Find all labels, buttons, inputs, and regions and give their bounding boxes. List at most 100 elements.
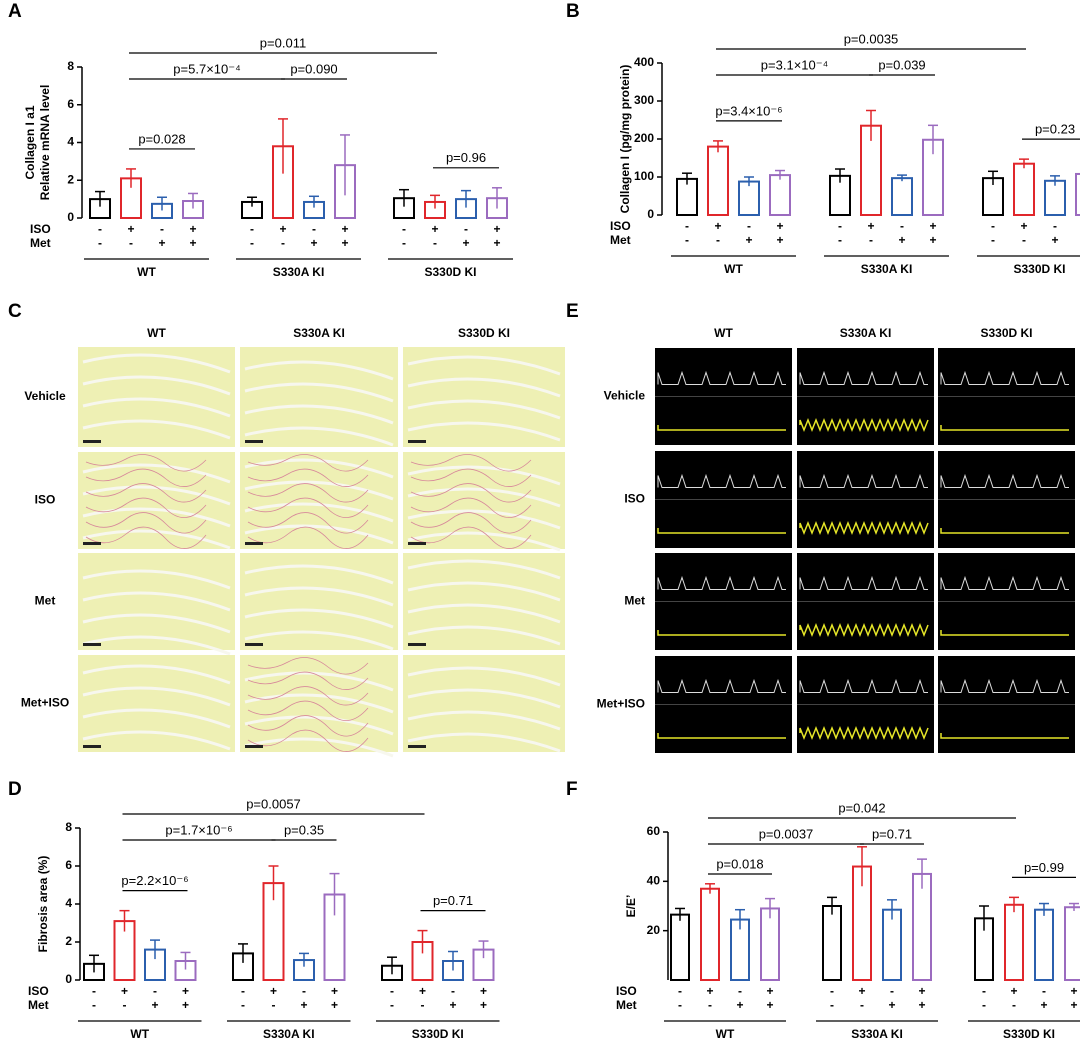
treatment-sign: - <box>390 984 394 998</box>
treatment-sign: + <box>341 222 348 236</box>
p-value: p=3.1×10⁻⁴ <box>761 57 828 72</box>
y-axis-label: Fibrosis area (%) <box>36 856 50 953</box>
treatment-sign: + <box>1070 998 1077 1012</box>
p-value: p=0.018 <box>716 856 763 871</box>
treatment-sign: + <box>341 236 348 250</box>
tissue-gap <box>244 737 394 758</box>
bar <box>1044 179 1066 217</box>
treatment-label: Met <box>30 236 51 250</box>
collagen-fibers <box>247 483 369 503</box>
tissue-gap <box>407 559 561 580</box>
treatment-sign: + <box>189 222 196 236</box>
treatment-sign: - <box>250 222 254 236</box>
collagen-fibers <box>410 483 532 503</box>
treatment-sign: + <box>1051 233 1058 247</box>
collagen-fibers <box>247 686 369 706</box>
treatment-sign: + <box>480 998 487 1012</box>
treatment-label: ISO <box>616 984 637 998</box>
column-header: S330A KI <box>293 326 345 340</box>
treatment-sign: + <box>714 219 721 233</box>
treatment-label: Met <box>610 233 631 247</box>
treatment-sign: - <box>1042 984 1046 998</box>
treatment-sign: - <box>685 233 689 247</box>
treatment-sign: - <box>685 219 689 233</box>
tissue-gap <box>407 603 561 624</box>
p-value: p=3.4×10⁻⁶ <box>715 103 782 118</box>
panel-label: D <box>8 779 22 800</box>
tissue-doppler-trace <box>940 630 1069 636</box>
y-tick-label: 200 <box>634 131 654 145</box>
tissue-gap <box>244 671 394 692</box>
collagen-fibers <box>85 526 207 549</box>
treatment-sign: + <box>898 233 905 247</box>
row-label: Met <box>35 594 56 608</box>
column-header: WT <box>714 326 733 340</box>
tissue-doppler-trace <box>940 528 1069 534</box>
tissue-gap <box>82 397 231 418</box>
p-value: p=5.7×10⁻⁴ <box>173 61 240 76</box>
column-header: WT <box>147 326 166 340</box>
tissue-gap <box>244 360 394 381</box>
treatment-sign: + <box>182 998 189 1012</box>
group-label: S330D KI <box>412 1027 464 1041</box>
scale-bar <box>408 440 426 443</box>
scale-bar <box>245 643 263 646</box>
treatment-sign: + <box>776 233 783 247</box>
treatment-sign: + <box>867 219 874 233</box>
collagen-fibers <box>85 497 207 518</box>
treatment-sign: - <box>153 984 157 998</box>
tissue-gap <box>407 399 561 420</box>
tissue-gap <box>407 487 561 508</box>
treatment-sign: - <box>129 236 133 250</box>
bar <box>891 177 913 216</box>
treatment-sign: + <box>858 984 865 998</box>
treatment-sign: - <box>900 219 904 233</box>
y-axis-label: E/E’ <box>624 895 638 918</box>
tissue-doppler-trace <box>657 630 786 636</box>
bar <box>670 913 690 982</box>
treatment-sign: + <box>776 219 783 233</box>
p-value: p=0.71 <box>872 826 912 841</box>
y-axis-label: Relative mRNA level <box>38 85 52 201</box>
tissue-gap <box>82 419 231 440</box>
y-tick-label: 20 <box>647 923 661 937</box>
treatment-sign: - <box>838 219 842 233</box>
tissue-gap <box>244 426 394 447</box>
tissue-gap <box>82 569 231 590</box>
tissue-gap <box>82 463 231 484</box>
treatment-sign: - <box>869 233 873 247</box>
tissue-gap <box>407 465 561 486</box>
tissue-gap <box>82 613 231 634</box>
treatment-label: ISO <box>28 984 49 998</box>
treatment-sign: - <box>92 984 96 998</box>
treatment-sign: + <box>480 984 487 998</box>
treatment-sign: + <box>270 984 277 998</box>
treatment-sign: + <box>1070 984 1077 998</box>
collagen-fibers <box>247 715 369 737</box>
p-value: p=0.99 <box>1024 860 1064 875</box>
scale-bar <box>83 542 101 545</box>
treatment-sign: - <box>982 984 986 998</box>
doppler-trace <box>657 678 786 693</box>
collagen-fibers <box>410 512 532 534</box>
doppler-trace <box>657 370 786 385</box>
column-header: S330D KI <box>458 326 510 340</box>
treatment-sign: - <box>678 998 682 1012</box>
group-label: WT <box>716 1027 735 1041</box>
group-label: S330D KI <box>1013 262 1065 276</box>
scale-bar <box>408 542 426 545</box>
tissue-gap <box>82 708 231 729</box>
treatment-sign: + <box>736 998 743 1012</box>
y-tick-label: 0 <box>65 972 72 986</box>
y-tick-label: 4 <box>67 135 74 149</box>
bar <box>738 180 760 216</box>
y-tick-label: 2 <box>65 934 72 948</box>
collagen-fibers <box>247 468 369 487</box>
treatment-sign: + <box>331 998 338 1012</box>
treatment-sign: - <box>738 984 742 998</box>
bar <box>882 908 902 982</box>
treatment-sign: - <box>312 222 316 236</box>
treatment-sign: - <box>98 222 102 236</box>
treatment-sign: + <box>151 998 158 1012</box>
